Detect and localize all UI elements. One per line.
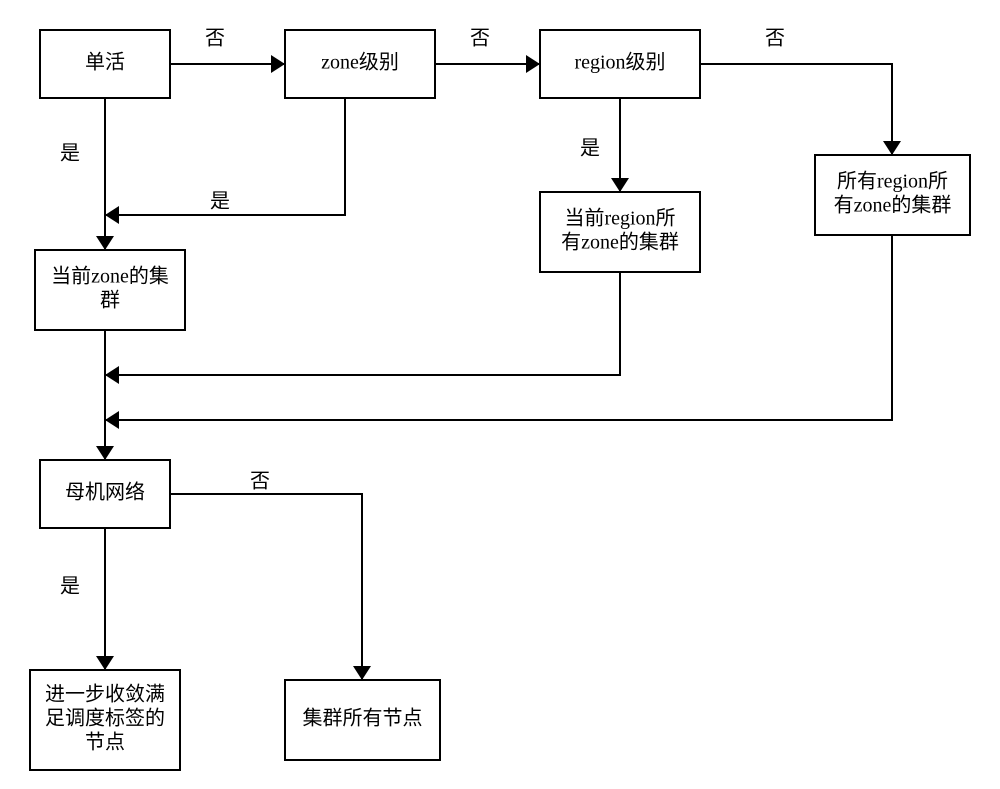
arrowhead [611,178,629,192]
node-label: 有zone的集群 [561,231,679,254]
arrowhead [105,366,119,384]
arrowhead [96,656,114,670]
node-n_region: region级别 [540,30,700,98]
edge-e_region_yes [611,98,629,192]
arrowhead [96,446,114,460]
node-label: 群 [100,289,120,312]
edge-label-l_single_no: 否 [205,28,225,50]
node-label: 进一步收敛满 [45,683,165,706]
node-label: 集群所有节点 [303,707,423,730]
arrowhead [353,666,371,680]
node-n_single: 单活 [40,30,170,98]
node-label: 单活 [85,51,125,74]
arrowhead [271,55,285,73]
node-label: 节点 [85,731,125,754]
node-label: zone级别 [321,51,399,74]
edge-e_host_yes [96,528,114,670]
arrowhead [105,206,119,224]
node-label: 母机网络 [65,481,145,504]
node-label: 足调度标签的 [45,707,165,730]
arrowhead [96,236,114,250]
edge-label-l_region_yes: 是 [580,138,600,160]
edge-e_host_no [170,494,371,680]
edge-e_region_allreg [700,64,901,155]
node-n_curreg: 当前region所有zone的集群 [540,192,700,272]
arrowhead [883,141,901,155]
node-n_allreg: 所有region所有zone的集群 [815,155,970,235]
node-n_curzone: 当前zone的集群 [35,250,185,330]
node-label: 当前region所 [564,207,675,230]
edge-e_zone_region [435,55,540,73]
edge-e_single_yes [96,98,114,250]
arrowhead [105,411,119,429]
node-n_zone: zone级别 [285,30,435,98]
flowchart-canvas: 单活zone级别region级别所有region所有zone的集群当前regio… [0,0,1000,789]
arrowhead [526,55,540,73]
node-label: region级别 [574,51,665,74]
edge-label-l_zone_no: 否 [470,28,490,50]
node-label: 当前zone的集 [51,265,169,288]
node-n_allnodes: 集群所有节点 [285,680,440,760]
node-label: 有zone的集群 [834,194,952,217]
edge-label-l_zone_yes: 是 [210,191,230,213]
node-n_host: 母机网络 [40,460,170,528]
edge-label-l_region_no: 否 [765,28,785,50]
edge-label-l_host_no: 否 [250,471,270,493]
node-label: 所有region所 [837,170,948,193]
edge-e_curzone_down [96,330,114,460]
node-n_converge: 进一步收敛满足调度标签的节点 [30,670,180,770]
edge-e_allreg_merge [105,235,892,429]
edge-label-l_host_yes: 是 [60,576,80,598]
edge-label-l_single_yes: 是 [60,143,80,165]
edge-e_single_zone [170,55,285,73]
